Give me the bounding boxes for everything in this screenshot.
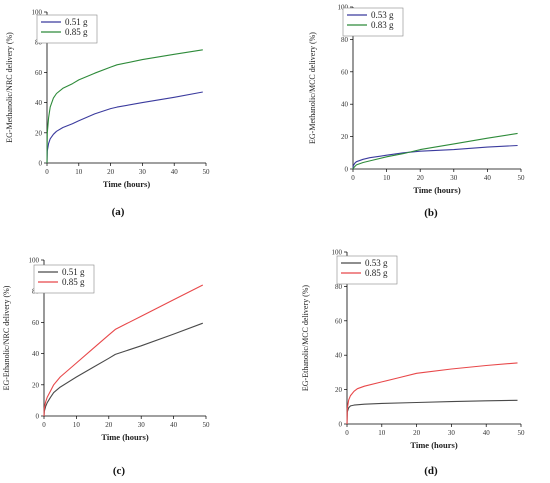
legend: 0.53 g0.85 g — [336, 255, 398, 285]
y-tick-label: 60 — [335, 317, 343, 325]
x-tick-label: 0 — [345, 429, 349, 437]
y-tick-label: 40 — [341, 101, 349, 109]
x-tick-label: 30 — [450, 174, 458, 182]
x-tick-label: 10 — [73, 421, 81, 429]
x-tick-label: 40 — [483, 429, 491, 437]
x-tick-label: 20 — [105, 421, 113, 429]
y-tick-label: 40 — [32, 350, 40, 358]
legend-label: 0.51 g — [62, 267, 85, 277]
y-tick-label: 100 — [332, 249, 343, 257]
y-tick-label: 0 — [339, 421, 343, 429]
series-line-1 — [346, 399, 518, 425]
y-axis-label: EG-Methanolic/MCC delivery (%) — [308, 32, 317, 144]
y-tick-label: 0 — [36, 413, 40, 421]
x-tick-label: 20 — [413, 429, 421, 437]
x-tick-label: 30 — [139, 168, 147, 176]
legend-box — [342, 7, 404, 37]
legend-label: 0.53 g — [371, 10, 394, 20]
x-tick-label: 40 — [484, 174, 492, 182]
legend-box — [36, 14, 98, 44]
legend: 0.51 g0.85 g — [33, 264, 95, 294]
x-axis-label: Time (hours) — [101, 432, 148, 442]
series-line-2 — [346, 362, 518, 425]
y-tick-label: 60 — [32, 319, 40, 327]
y-tick-label: 0 — [345, 166, 349, 174]
y-tick-label: 20 — [35, 129, 43, 137]
series-line-2 — [46, 49, 203, 164]
legend: 0.53 g0.83 g — [342, 7, 404, 37]
series-line-1 — [43, 322, 203, 417]
legend-box — [33, 264, 95, 294]
y-axis-label: EG-Methanolic/NRC delivery (%) — [5, 32, 14, 143]
y-tick-label: 0 — [39, 160, 43, 168]
y-tick-label: 20 — [341, 133, 349, 141]
panel-label: (d) — [424, 465, 438, 477]
panel-label: (c) — [113, 465, 126, 477]
x-axis-label: Time (hours) — [413, 185, 460, 195]
y-tick-label: 80 — [341, 36, 349, 44]
x-tick-label: 10 — [378, 429, 386, 437]
x-axis-label: Time (hours) — [103, 179, 150, 189]
x-axis-label: Time (hours) — [410, 440, 457, 450]
series-line-1 — [352, 144, 518, 170]
y-tick-label: 60 — [341, 68, 349, 76]
legend-label: 0.85 g — [365, 268, 388, 278]
x-tick-label: 10 — [383, 174, 391, 182]
legend-label: 0.51 g — [65, 17, 88, 27]
x-tick-label: 30 — [448, 429, 456, 437]
chart-panel-2: 0 10 20 30 40 50 0 20 40 60 80 100 Time (hours) EG-Me… — [308, 4, 525, 220]
legend-box — [336, 255, 398, 285]
chart-panel-4: 0 10 20 30 40 50 0 20 40 60 80 100 Time (hours) EG-Et… — [301, 249, 525, 478]
series-line-2 — [43, 284, 204, 417]
legend-label: 0.53 g — [365, 258, 388, 268]
x-tick-label: 20 — [417, 174, 425, 182]
legend-label: 0.83 g — [371, 20, 394, 30]
x-tick-label: 50 — [203, 421, 211, 429]
panel-label: (b) — [424, 207, 438, 219]
x-tick-label: 0 — [45, 168, 49, 176]
x-tick-label: 20 — [107, 168, 115, 176]
y-axis-label: EG-Ethanolic/MCC delivery (%) — [301, 285, 310, 392]
series-line-2 — [352, 132, 518, 170]
legend: 0.51 g0.85 g — [36, 14, 98, 44]
y-tick-label: 100 — [29, 257, 40, 265]
x-tick-label: 0 — [42, 421, 46, 429]
y-tick-label: 80 — [335, 283, 343, 291]
panel-label: (a) — [112, 206, 125, 218]
y-tick-label: 40 — [35, 99, 43, 107]
y-axis-label: EG-Ethanolic/NRC delivery (%) — [2, 285, 11, 390]
x-tick-label: 30 — [138, 421, 146, 429]
x-tick-label: 50 — [518, 174, 526, 182]
y-tick-label: 20 — [335, 386, 343, 394]
y-tick-label: 100 — [32, 9, 43, 17]
y-tick-label: 60 — [35, 69, 43, 77]
series-line-1 — [46, 91, 203, 164]
x-tick-label: 50 — [203, 168, 211, 176]
y-tick-label: 40 — [335, 352, 343, 360]
legend-label: 0.85 g — [65, 27, 88, 37]
x-tick-label: 10 — [75, 168, 83, 176]
x-tick-label: 40 — [170, 421, 178, 429]
x-tick-label: 40 — [171, 168, 179, 176]
x-tick-label: 50 — [518, 429, 526, 437]
x-tick-label: 0 — [351, 174, 355, 182]
y-tick-label: 100 — [338, 4, 349, 12]
legend-label: 0.85 g — [62, 277, 85, 287]
y-tick-label: 20 — [32, 381, 40, 389]
